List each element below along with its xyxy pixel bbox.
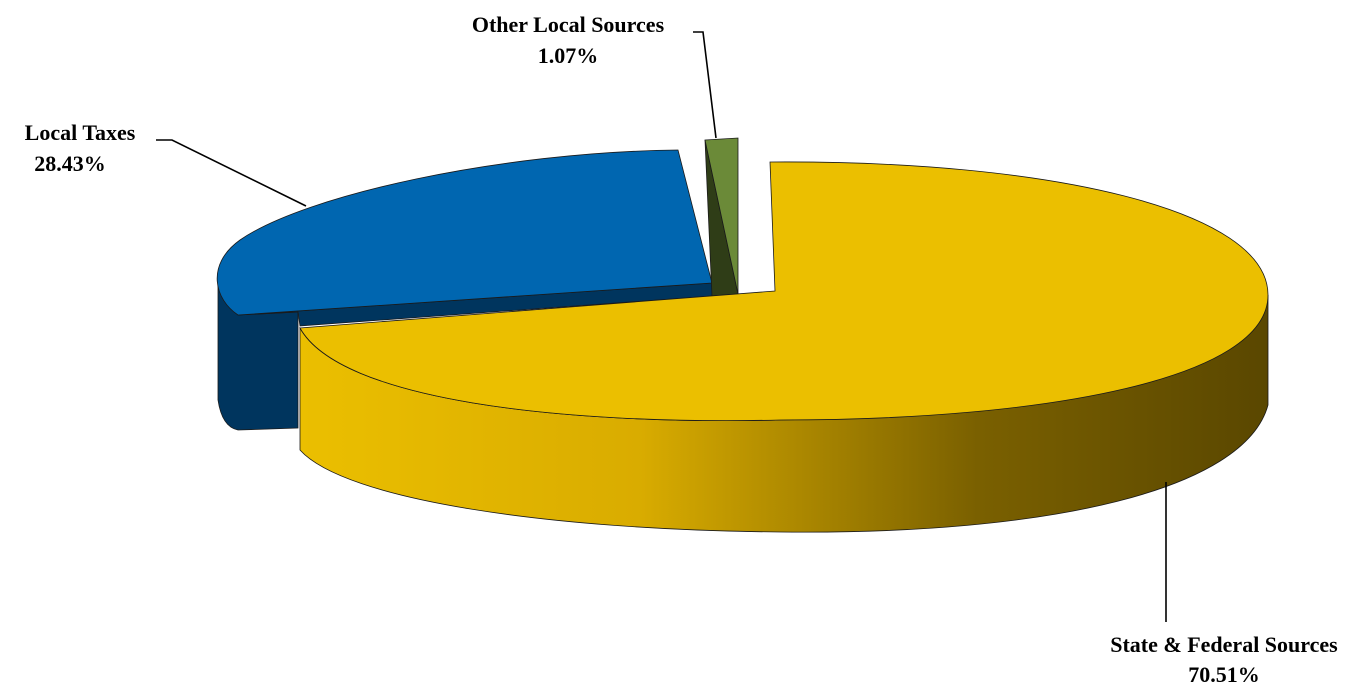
label-local-taxes: Local Taxes [25, 120, 136, 145]
slice-other-local-sources [704, 137, 739, 297]
value-label-local-taxes: 28.43% [34, 151, 106, 176]
leader-line-local-taxes [156, 139, 307, 207]
slice-state-federal-sources [299, 161, 1269, 533]
slice-local-taxes-top [216, 149, 713, 316]
label-other-local-sources: Other Local Sources [472, 12, 665, 37]
slice-local-taxes [216, 149, 713, 431]
slice-other-local-sources-top [704, 137, 739, 295]
slice-local-taxes-side [217, 278, 299, 431]
value-label-other-local-sources: 1.07% [538, 43, 599, 68]
value-label-state-federal-sources: 70.51% [1188, 662, 1260, 687]
label-state-federal-sources: State & Federal Sources [1110, 632, 1338, 657]
leader-line-other-local-sources [693, 31, 717, 139]
slice-state-federal-sources-top [299, 161, 1269, 422]
